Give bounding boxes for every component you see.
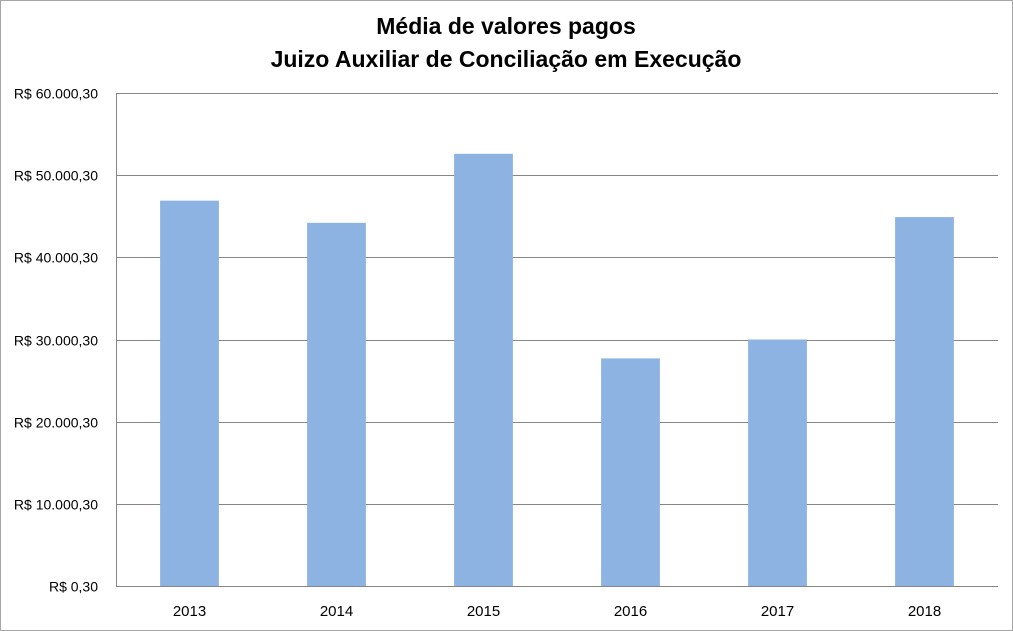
y-tick-label: R$ 0,30 [49,579,98,595]
chart-title-line-1: Média de valores pagos [376,13,635,39]
chart-title-line-2: Juizo Auxiliar de Conciliação em Execuçã… [271,46,742,72]
x-category-label: 2014 [320,603,353,620]
y-tick-label: R$ 40.000,30 [14,250,98,266]
bar-2014 [307,222,366,586]
bar-2013 [160,200,219,586]
bar-2016 [601,358,660,586]
y-tick-label: R$ 60.000,30 [14,86,98,102]
x-axis-category-labels: 2013 2014 2015 2016 2017 2018 [173,603,941,620]
x-category-label: 2013 [173,603,206,620]
gridlines [116,93,998,587]
y-tick-label: R$ 50.000,30 [14,168,98,184]
y-tick-label: R$ 10.000,30 [14,497,98,513]
x-category-label: 2016 [614,603,647,620]
y-tick-label: R$ 30.000,30 [14,333,98,349]
y-axis-tick-labels: R$ 0,30 R$ 10.000,30 R$ 20.000,30 R$ 30.000… [14,86,98,595]
chart-title: Média de valores pagos Juizo Auxiliar de… [271,13,742,72]
x-category-label: 2017 [761,603,794,620]
x-category-label: 2015 [467,603,500,620]
y-tick-label: R$ 20.000,30 [14,415,98,431]
bar-2018 [895,217,954,586]
bars [160,153,954,587]
bar-2015 [454,153,513,587]
x-category-label: 2018 [908,603,941,620]
bar-2017 [748,339,807,586]
